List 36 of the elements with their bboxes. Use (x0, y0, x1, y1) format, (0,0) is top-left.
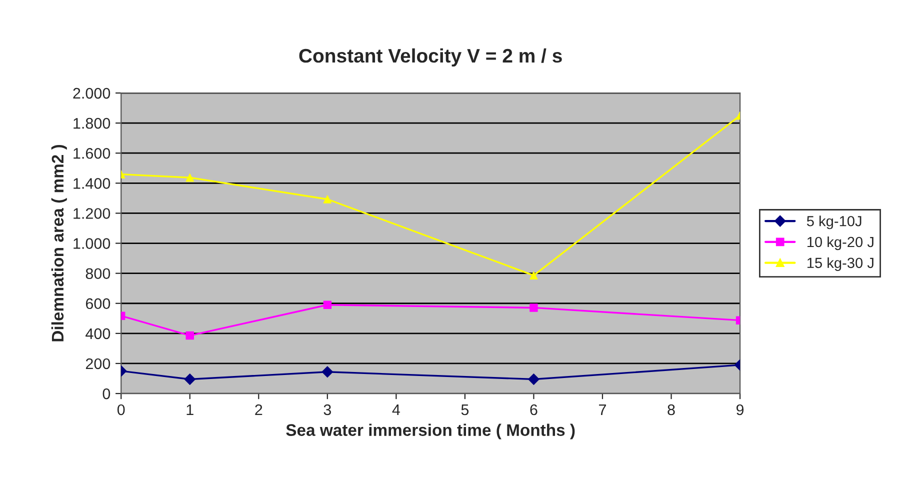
x-tick-label: 1 (186, 404, 194, 416)
y-tick-label: 2.000 (73, 88, 110, 99)
y-tick-label: 1.600 (74, 148, 110, 159)
y-tick-label: 1.800 (74, 118, 110, 129)
x-tick-label: 4 (392, 404, 400, 416)
y-axis-title: Dilemnation area ( mm2 ) (51, 144, 67, 342)
point (186, 331, 194, 340)
x-axis-title: Sea water immersion time ( Months ) (286, 424, 575, 440)
y-tick-label: 0 (102, 388, 110, 400)
point (186, 174, 194, 182)
point (322, 366, 334, 378)
legend-label: 15 kg-30 J (807, 257, 874, 271)
legend-label: 5 kg-10J (806, 216, 862, 230)
point (528, 374, 540, 385)
y-tick-label: 1.200 (74, 208, 110, 219)
point (530, 271, 538, 280)
x-tick-label: 5 (461, 404, 469, 416)
y-tick-label: 400 (86, 328, 110, 340)
legend-label: 10 kg-20 J (807, 236, 874, 250)
point (323, 195, 332, 204)
x-tick-label: 7 (599, 404, 606, 416)
point (184, 374, 196, 385)
x-tick-label: 9 (736, 404, 744, 416)
y-tick-label: 600 (86, 298, 110, 310)
x-tick-label: 8 (668, 404, 675, 416)
y-tick-label: 1.000 (74, 238, 110, 249)
y-tick-label: 200 (86, 358, 110, 370)
x-tick-label: 0 (117, 404, 125, 416)
point (530, 304, 538, 312)
x-tick-label: 3 (324, 404, 331, 416)
y-tick-label: 800 (86, 268, 110, 280)
y-tick-label: 1.400 (74, 178, 110, 189)
x-tick-label: 2 (255, 404, 262, 416)
point (323, 300, 332, 309)
x-tick-label: 6 (530, 404, 538, 416)
chart-title: Constant Velocity V = 2 m / s (299, 48, 562, 66)
